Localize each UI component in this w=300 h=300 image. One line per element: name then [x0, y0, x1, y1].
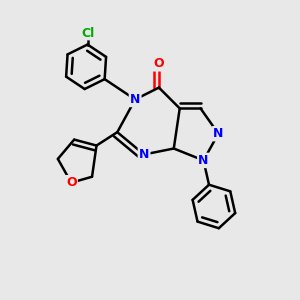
Text: O: O [66, 176, 76, 189]
Text: Cl: Cl [81, 27, 94, 40]
Text: N: N [139, 148, 149, 161]
Text: N: N [213, 127, 224, 140]
Text: N: N [198, 154, 209, 167]
Text: O: O [154, 57, 164, 70]
Text: N: N [130, 93, 140, 106]
